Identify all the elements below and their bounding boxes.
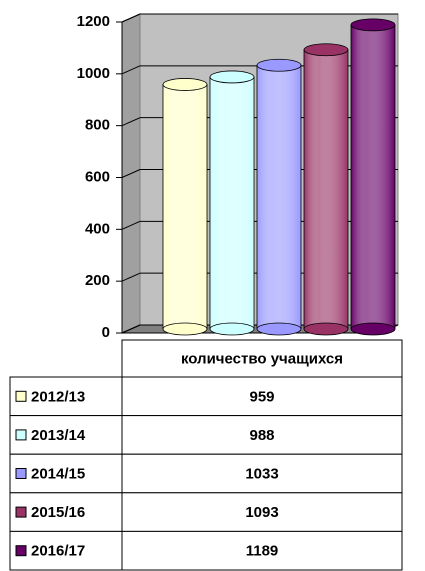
grid-line <box>121 65 141 75</box>
value-cell <box>121 530 403 571</box>
bar <box>209 76 255 330</box>
bar <box>303 49 349 330</box>
value-label: 959 <box>249 388 274 405</box>
table-header-cell <box>121 339 403 378</box>
value-label: 988 <box>249 427 274 444</box>
cylinder-bottom <box>350 322 396 336</box>
grid-line <box>121 117 141 127</box>
cylinder-top <box>350 18 396 32</box>
cylinder-bottom <box>162 322 208 336</box>
value-label: 1189 <box>246 543 279 560</box>
legend-cell <box>9 530 123 571</box>
category-label: количество учащихся <box>181 350 343 367</box>
grid-line <box>121 169 141 178</box>
y-tick-label: 1200 <box>77 13 110 30</box>
y-tick-label: 800 <box>85 117 110 134</box>
legend-swatch <box>15 390 27 402</box>
y-tick-label: 1000 <box>77 65 110 82</box>
legend-label: 2016/17 <box>31 543 85 560</box>
legend-label: 2014/15 <box>31 465 85 482</box>
value-label: 1033 <box>245 465 278 482</box>
bar <box>162 84 208 330</box>
legend-swatch <box>15 429 27 441</box>
y-tick-label: 400 <box>85 220 110 237</box>
legend-label: 2015/16 <box>31 504 85 521</box>
value-label: 1093 <box>245 504 278 521</box>
legend-swatch <box>15 545 27 557</box>
cylinder-top <box>162 78 208 91</box>
legend-swatch <box>15 468 27 479</box>
y-tick-label: 200 <box>85 272 110 289</box>
value-cell <box>121 376 403 417</box>
cylinder-bottom <box>303 322 349 336</box>
legend-swatch <box>15 506 27 518</box>
bar <box>256 64 302 330</box>
cylinder-top <box>209 70 255 84</box>
legend-label: 2013/14 <box>31 427 86 444</box>
grid-line <box>121 13 141 23</box>
legend-label: 2012/13 <box>31 388 85 405</box>
cylinder-top <box>256 58 302 72</box>
legend-cell <box>9 415 123 455</box>
cylinder-bottom <box>256 322 302 336</box>
legend-cell <box>9 376 123 417</box>
bar <box>350 24 396 330</box>
grid-line <box>121 324 141 334</box>
legend-cell <box>9 492 123 532</box>
grid-line <box>121 220 141 230</box>
cylinder-top <box>303 43 349 57</box>
y-tick-label: 600 <box>85 168 110 185</box>
grid-line <box>121 272 141 282</box>
value-cell <box>121 492 403 532</box>
cylinder-bottom <box>209 322 255 336</box>
y-tick-label: 0 <box>102 324 110 341</box>
